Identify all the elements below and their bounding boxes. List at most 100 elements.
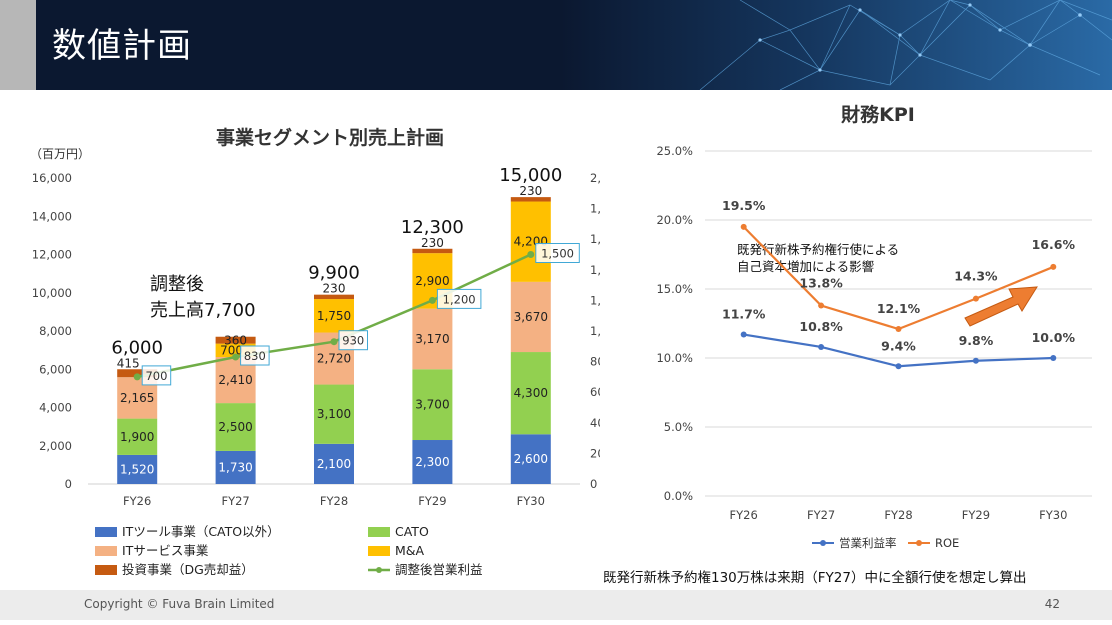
- legend-swatch: [368, 527, 390, 537]
- bar-value-label: 3,670: [514, 310, 548, 324]
- bar-segment: [412, 440, 453, 484]
- x-tick-label: FY26: [123, 494, 151, 508]
- bar-total-label: 12,300: [401, 217, 464, 238]
- kpi-x-tick-label: FY28: [884, 508, 912, 522]
- kpi-value-label: 10.8%: [799, 319, 843, 334]
- line-point: [330, 338, 338, 346]
- kpi-legend-label: 営業利益率: [839, 536, 897, 550]
- y-tick-label: 10,000: [32, 286, 72, 300]
- bar-segment: [412, 308, 453, 370]
- kpi-legend-marker: [916, 540, 922, 546]
- y-tick-label: 12,000: [32, 248, 72, 262]
- kpi-value-label: 16.6%: [1032, 237, 1076, 252]
- legend-swatch: [368, 546, 390, 556]
- chart-title: 事業セグメント別売上計画: [216, 126, 444, 149]
- line-value-label: 1,200: [443, 292, 476, 306]
- bar-value-label: 3,700: [415, 398, 449, 412]
- bar-value-label: 415: [117, 356, 140, 370]
- kpi-chart-title: 財務KPI: [841, 103, 915, 126]
- financial-kpi-chart: 財務KPI 0.0%5.0%10.0%15.0%20.0%25.0% FY26 F…: [656, 103, 1092, 550]
- bar-value-label: 1,900: [120, 430, 154, 444]
- sales-segment-chart: 事業セグメント別売上計画 （百万円） 0 2,000 4,000 6,000 8,000…: [30, 126, 600, 577]
- bar-value-label: 2,720: [317, 352, 351, 366]
- legend-swatch: [95, 546, 117, 556]
- line-value-label: 700: [145, 369, 167, 383]
- y-tick-label: 6,000: [39, 362, 72, 376]
- y-tick-label: 8,000: [39, 324, 72, 338]
- bar-segment: [215, 403, 256, 451]
- kpi-y-tick-label: 0.0%: [664, 489, 693, 503]
- kpi-value-label: 10.0%: [1032, 330, 1076, 345]
- kpi-y-tick-label: 25.0%: [656, 144, 693, 158]
- bar-value-label: 2,500: [218, 420, 252, 434]
- y-axis-unit-label: （百万円）: [30, 147, 90, 161]
- kpi-point: [740, 331, 747, 338]
- bar-segment: [117, 454, 158, 484]
- legend-label: M&A: [395, 543, 425, 558]
- bar-segment: [314, 443, 354, 484]
- header-bar: 数値計画: [0, 0, 1112, 90]
- kpi-value-label: 12.1%: [877, 301, 921, 316]
- kpi-value-label: 13.8%: [799, 276, 843, 291]
- bar-segment: [412, 248, 453, 254]
- y-tick-label: 4,000: [39, 401, 72, 415]
- bar-value-label: 360: [224, 334, 247, 348]
- bar-segment: [314, 299, 354, 333]
- bar-segment: [215, 336, 256, 344]
- kpi-value-label: 9.8%: [959, 333, 994, 348]
- page-title: 数値計画: [52, 26, 192, 66]
- bar-total-label: 15,000: [499, 165, 562, 186]
- line-label-box: [436, 288, 482, 309]
- bar-value-label: 1,750: [317, 309, 351, 323]
- kpi-x-tick-label: FY29: [962, 508, 990, 522]
- kpi-value-label: 14.3%: [954, 269, 998, 284]
- x-tick-label: FY28: [320, 494, 348, 508]
- kpi-x-tick-label: FY27: [807, 508, 835, 522]
- stacked-bars: 1,5201,9002,1654151,7302,5002,4107003602…: [117, 184, 551, 484]
- kpi-point: [972, 295, 979, 302]
- kpi-point: [1050, 263, 1057, 270]
- y-tick-label: 14,000: [32, 209, 72, 223]
- kpi-point: [972, 357, 979, 364]
- kpi-x-axis: FY26 FY27 FY28 FY29 FY30: [730, 508, 1068, 522]
- y-tick-label: 16,000: [32, 171, 72, 185]
- y-tick-label: 0: [65, 477, 72, 491]
- bar-segment: [314, 294, 354, 300]
- y2-tick-label: 400: [590, 416, 600, 430]
- bar-value-label: 230: [519, 184, 542, 198]
- bar-segment: [117, 418, 158, 455]
- footer: Copyright © Fuva Brain Limited 42: [0, 590, 1112, 620]
- kpi-y-tick-label: 20.0%: [656, 213, 693, 227]
- bar-value-label: 2,410: [218, 373, 252, 387]
- kpi-legend-marker: [820, 540, 826, 546]
- bar-total-label: 6,000: [111, 337, 163, 358]
- line-label-box: [338, 330, 368, 351]
- bar-segment: [215, 450, 256, 484]
- bar-segment: [510, 434, 551, 484]
- bar-value-label: 1,520: [120, 462, 154, 476]
- line-label-box: [535, 243, 580, 263]
- bar-value-label: 230: [323, 282, 346, 296]
- bar-segment: [510, 281, 551, 353]
- kpi-annotation-line1: 既発行新株予約権行使による: [737, 242, 899, 257]
- bar-segment: [510, 201, 551, 282]
- kpi-x-tick-label: FY30: [1039, 508, 1067, 522]
- kpi-y-axis: 0.0% 5.0% 10.0% 15.0% 20.0% 25.0%: [656, 144, 1092, 503]
- bar-value-label: 4,300: [514, 386, 548, 400]
- upward-arrow-icon: [964, 286, 1038, 327]
- bar-segment: [117, 369, 158, 378]
- warrant-note: 既発行新株予約権130万株は来期（FY27）中に全額行使を想定し算出: [603, 570, 1027, 586]
- bar-value-label: 700: [220, 343, 243, 357]
- bar-segment: [314, 384, 354, 444]
- y2-tick-label: 0: [590, 477, 597, 491]
- bar-segment: [510, 352, 551, 435]
- kpi-point: [895, 363, 902, 370]
- legend-label: 投資事業（DG売却益）: [122, 562, 254, 577]
- bar-value-label: 230: [421, 236, 444, 250]
- kpi-point: [818, 343, 825, 350]
- kpi-value-label: 19.5%: [722, 198, 766, 213]
- legend-label: ITツール事業（CATO以外）: [122, 524, 280, 539]
- y2-tick-label: 1,600: [590, 232, 600, 246]
- x-tick-label: FY30: [517, 494, 545, 508]
- line-value-label: 930: [342, 334, 364, 348]
